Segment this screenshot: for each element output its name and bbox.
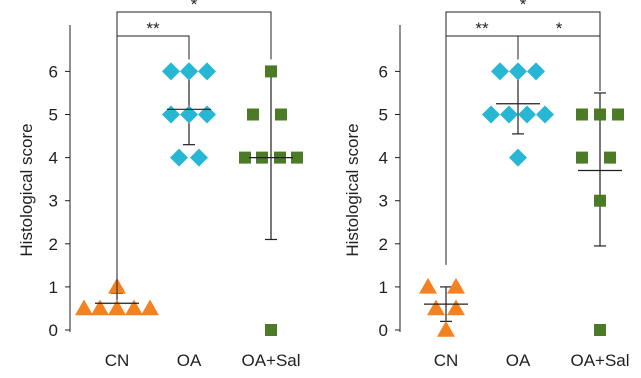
data-point [594,324,606,336]
y-tick-label: 6 [379,62,388,81]
y-tick-label: 4 [49,149,58,168]
data-point [265,65,277,78]
data-point [491,62,509,81]
y-tick-label: 3 [379,192,388,211]
data-point [419,277,437,294]
data-point [170,148,188,167]
y-tick-label: 5 [379,106,388,125]
significance-bracket: * [445,0,601,60]
data-point [75,299,93,316]
y-tick-label: 2 [49,235,58,254]
data-point [198,105,216,124]
data-point [427,299,445,316]
data-point [265,324,277,336]
data-point [180,62,198,81]
y-tick-label: 3 [49,192,58,211]
x-category-label: OA [506,351,531,370]
group-cn [419,277,468,337]
data-point [447,277,465,294]
data-point [447,299,465,316]
data-point [594,194,606,207]
data-point [518,105,536,124]
data-point [536,105,554,124]
significance-label: * [556,19,563,38]
data-point [594,108,606,121]
data-point [509,148,527,167]
data-point [141,299,159,316]
significance-label: ** [475,19,489,38]
significance-bracket: ** [116,19,190,294]
significance-label: * [520,0,527,14]
y-tick-label: 2 [379,235,388,254]
y-tick-label: 1 [49,278,58,297]
data-point [576,151,588,164]
x-category-label: CN [105,351,130,370]
data-point [198,62,216,81]
data-point [576,108,588,121]
bracket-line [445,11,601,60]
data-point [500,105,518,124]
data-point [482,105,500,124]
data-point [612,108,624,121]
y-axis-title: Histological score [17,123,36,256]
y-tick-label: 1 [379,278,388,297]
data-point [190,148,208,167]
data-point [275,108,287,121]
data-point [162,62,180,81]
group-oa-sal [576,92,624,336]
data-point [162,105,180,124]
data-point [509,62,527,81]
y-tick-label: 6 [49,62,58,81]
data-point [239,151,251,164]
significance-label: * [191,0,198,14]
data-point [180,105,198,124]
significance-label: ** [146,19,160,38]
significance-bracket: ** [445,19,519,265]
data-point [125,299,143,316]
x-category-label: OA+Sal [570,351,629,370]
x-category-label: OA+Sal [241,351,300,370]
y-tick-label: 4 [379,149,388,168]
y-tick-label: 0 [49,321,58,340]
bracket-line [116,35,190,294]
x-category-label: OA [177,351,202,370]
data-point [527,62,545,81]
bracket-line [517,35,601,91]
group-oa-sal [239,65,303,336]
data-point [437,321,455,337]
data-point [108,299,126,316]
y-tick-label: 5 [49,106,58,125]
group-oa [162,62,216,167]
data-point [604,151,616,164]
y-tick-label: 0 [379,321,388,340]
significance-bracket: * [116,0,272,60]
bracket-line [116,11,272,60]
data-point [91,299,109,316]
significance-bracket: * [517,19,601,91]
data-point [247,108,259,121]
x-category-label: CN [434,351,459,370]
data-point [291,151,303,164]
group-oa [482,62,554,167]
y-axis-title: Histological score [343,123,362,256]
